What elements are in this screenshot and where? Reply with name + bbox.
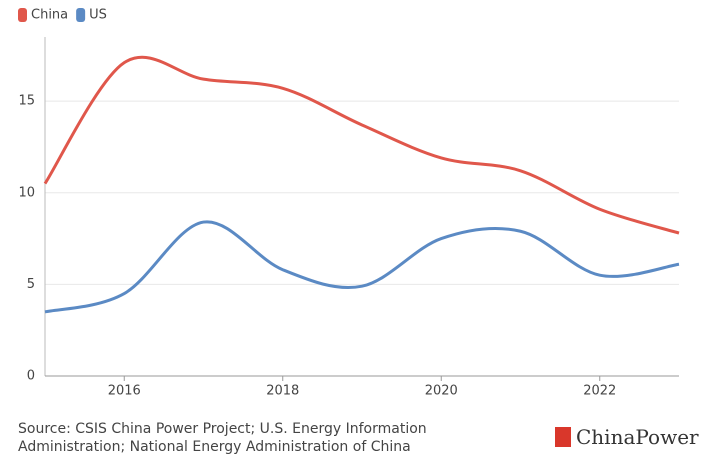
x-tick-label: 2016 [108, 384, 141, 399]
logo-icon [555, 427, 571, 447]
x-tick-label: 2022 [583, 384, 616, 399]
x-tick-label: 2018 [266, 384, 299, 399]
legend-swatch [76, 8, 86, 22]
y-tick-label: 0 [27, 369, 35, 384]
legend-label: China [31, 8, 68, 23]
source: Source: CSIS China Power Project; U.S. E… [18, 421, 427, 455]
legend-label: US [89, 8, 107, 23]
y-tick-label: 5 [27, 277, 35, 292]
line [44, 220, 680, 314]
legend-swatch [18, 8, 27, 22]
y-tick-label: 15 [18, 94, 35, 109]
y-tick-label: 10 [18, 185, 35, 200]
logo: ChinaPower [555, 425, 699, 449]
chart: 0 5 10 15 2016 2018 2020 2022 China US [18, 8, 680, 399]
logo-text: ChinaPower [576, 425, 699, 449]
x-tick-label: 2020 [425, 384, 458, 399]
line [43, 55, 680, 235]
